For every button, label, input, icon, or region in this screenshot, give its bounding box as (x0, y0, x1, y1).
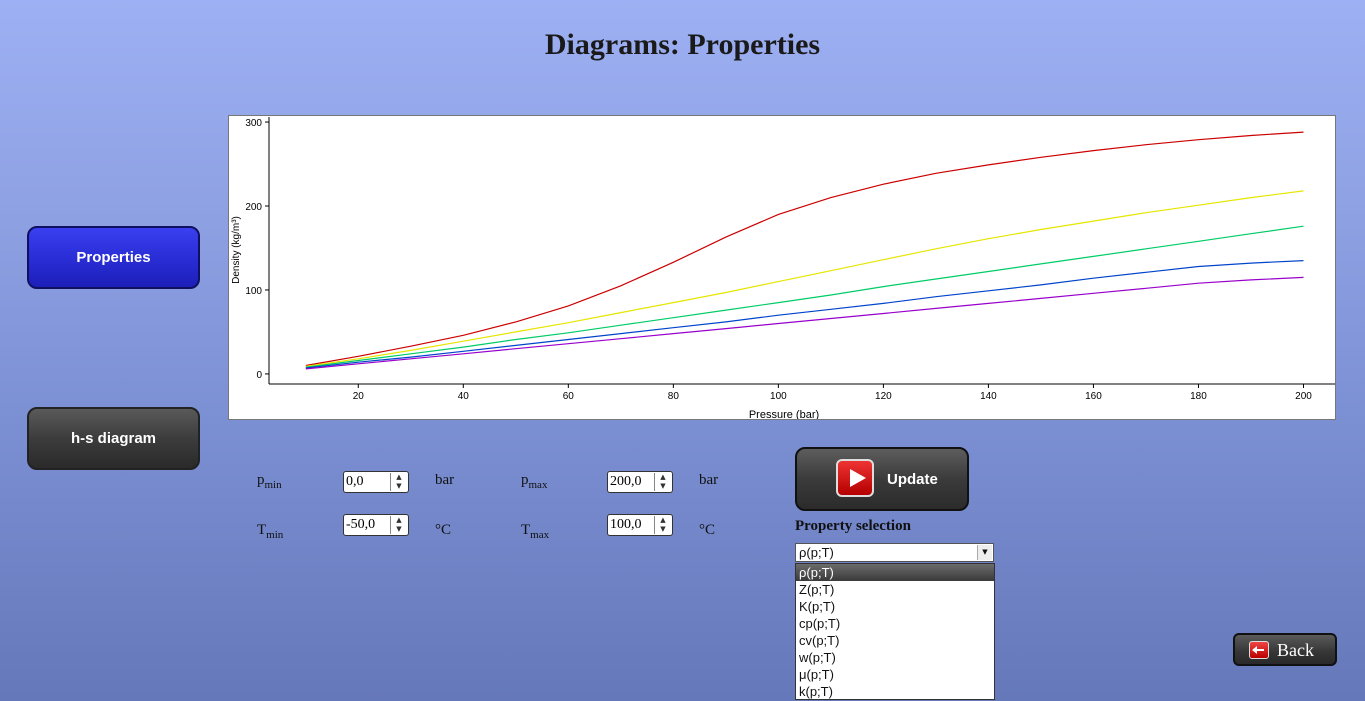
property-selection-label: Property selection (795, 518, 911, 534)
x-tick-label: 120 (875, 391, 892, 402)
y-tick-label: 100 (245, 286, 262, 297)
pmax-label: pmax (521, 472, 547, 491)
back-arrow-icon (1249, 641, 1269, 659)
tmin-label: Tmin (257, 522, 283, 541)
pmin-unit: bar (435, 472, 455, 488)
pmax-subscript: max (528, 479, 548, 491)
property-select[interactable]: ρ(p;T) ▼ (795, 543, 994, 562)
property-option[interactable]: ρ(p;T) (796, 564, 994, 581)
density-chart: 20 40 60 80 100 120 140 160 180 200 0 100 200 300 Pres… (228, 115, 1336, 420)
property-option[interactable]: cp(p;T) (799, 616, 841, 631)
x-tick-label: 160 (1085, 391, 1102, 402)
pmax-stepper[interactable]: ▲ ▼ (654, 473, 671, 491)
pmax-up-icon[interactable]: ▲ (660, 473, 666, 481)
tmin-spinbox[interactable]: ▲▼ (343, 514, 409, 536)
pmin-spinbox[interactable]: ▲▼ (343, 471, 409, 493)
pmin-input[interactable] (346, 473, 392, 491)
tmin-up-icon[interactable]: ▲ (396, 516, 402, 524)
update-label: Update (887, 471, 938, 488)
pmax-down-icon[interactable]: ▼ (660, 482, 666, 490)
property-option[interactable]: k(p;T) (799, 684, 833, 699)
tmax-subscript: max (530, 529, 550, 541)
property-option[interactable]: w(p;T) (799, 650, 836, 665)
chart-canvas: 20 40 60 80 100 120 140 160 180 200 0 100 200 300 Pres… (231, 117, 1335, 419)
tmin-input[interactable] (346, 516, 392, 534)
x-tick-label: 40 (458, 391, 470, 402)
property-option[interactable]: K(p;T) (799, 599, 836, 614)
tmin-stepper[interactable]: ▲ ▼ (390, 516, 407, 534)
pmax-spinbox[interactable]: ▲▼ (607, 471, 673, 493)
property-option[interactable]: cv(p;T) (799, 633, 840, 648)
tmax-label: Tmax (521, 522, 549, 541)
series-line-1 (305, 131, 1304, 367)
back-button[interactable]: Back (1233, 633, 1337, 666)
y-tick-label: 0 (256, 370, 262, 381)
hs-diagram-button[interactable]: h-s diagram (27, 407, 200, 470)
back-label: Back (1277, 640, 1314, 660)
pmin-label: pmin (257, 472, 282, 491)
x-tick-label: 200 (1295, 391, 1312, 402)
pmax-symbol: p (521, 472, 529, 488)
tmax-spinbox[interactable]: ▲▼ (607, 514, 673, 536)
page-title: Diagrams: Properties (544, 28, 821, 61)
tmax-symbol: T (521, 522, 531, 538)
tmin-subscript: min (266, 529, 284, 541)
tmin-down-icon[interactable]: ▼ (396, 525, 402, 533)
tmin-unit: °C (435, 522, 452, 538)
property-option[interactable]: μ(p;T) (799, 667, 834, 682)
pmin-up-icon[interactable]: ▲ (396, 473, 402, 481)
pmax-unit: bar (699, 472, 719, 488)
pmin-stepper[interactable]: ▲ ▼ (390, 473, 407, 491)
tmax-input[interactable] (610, 516, 656, 534)
property-option[interactable]: Z(p;T) (799, 582, 835, 597)
x-tick-label: 80 (668, 391, 680, 402)
series-line-4 (305, 260, 1304, 369)
tmin-symbol: T (257, 522, 267, 538)
tmax-unit: °C (699, 522, 716, 538)
x-tick-label: 180 (1190, 391, 1207, 402)
x-tick-label: 100 (770, 391, 787, 402)
tmax-up-icon[interactable]: ▲ (660, 516, 666, 524)
y-axis-label: Density (kg/m³) (231, 216, 242, 284)
x-tick-label: 60 (563, 391, 575, 402)
y-tick-label: 300 (245, 118, 262, 129)
tmax-down-icon[interactable]: ▼ (660, 525, 666, 533)
property-select-value: ρ(p;T) (799, 545, 834, 560)
play-icon (836, 459, 874, 497)
update-button[interactable]: Update (795, 447, 969, 511)
properties-button[interactable]: Properties (27, 226, 200, 289)
pmin-down-icon[interactable]: ▼ (396, 482, 402, 490)
y-tick-label: 200 (245, 202, 262, 213)
x-tick-label: 140 (980, 391, 997, 402)
pmin-subscript: min (264, 479, 282, 491)
pmin-symbol: p (257, 472, 265, 488)
x-axis-label: Pressure (bar) (749, 409, 819, 419)
property-options-list[interactable]: ρ(p;T) Z(p;T) K(p;T) cp(p;T) cv(p;T) w(p;T) μ(… (795, 563, 995, 700)
series-line-2 (305, 190, 1304, 367)
pmax-input[interactable] (610, 473, 656, 491)
chevron-down-icon[interactable]: ▼ (977, 545, 992, 560)
series-line-5 (305, 276, 1304, 370)
x-tick-label: 20 (353, 391, 365, 402)
series-line-3 (305, 225, 1304, 368)
tmax-stepper[interactable]: ▲ ▼ (654, 516, 671, 534)
